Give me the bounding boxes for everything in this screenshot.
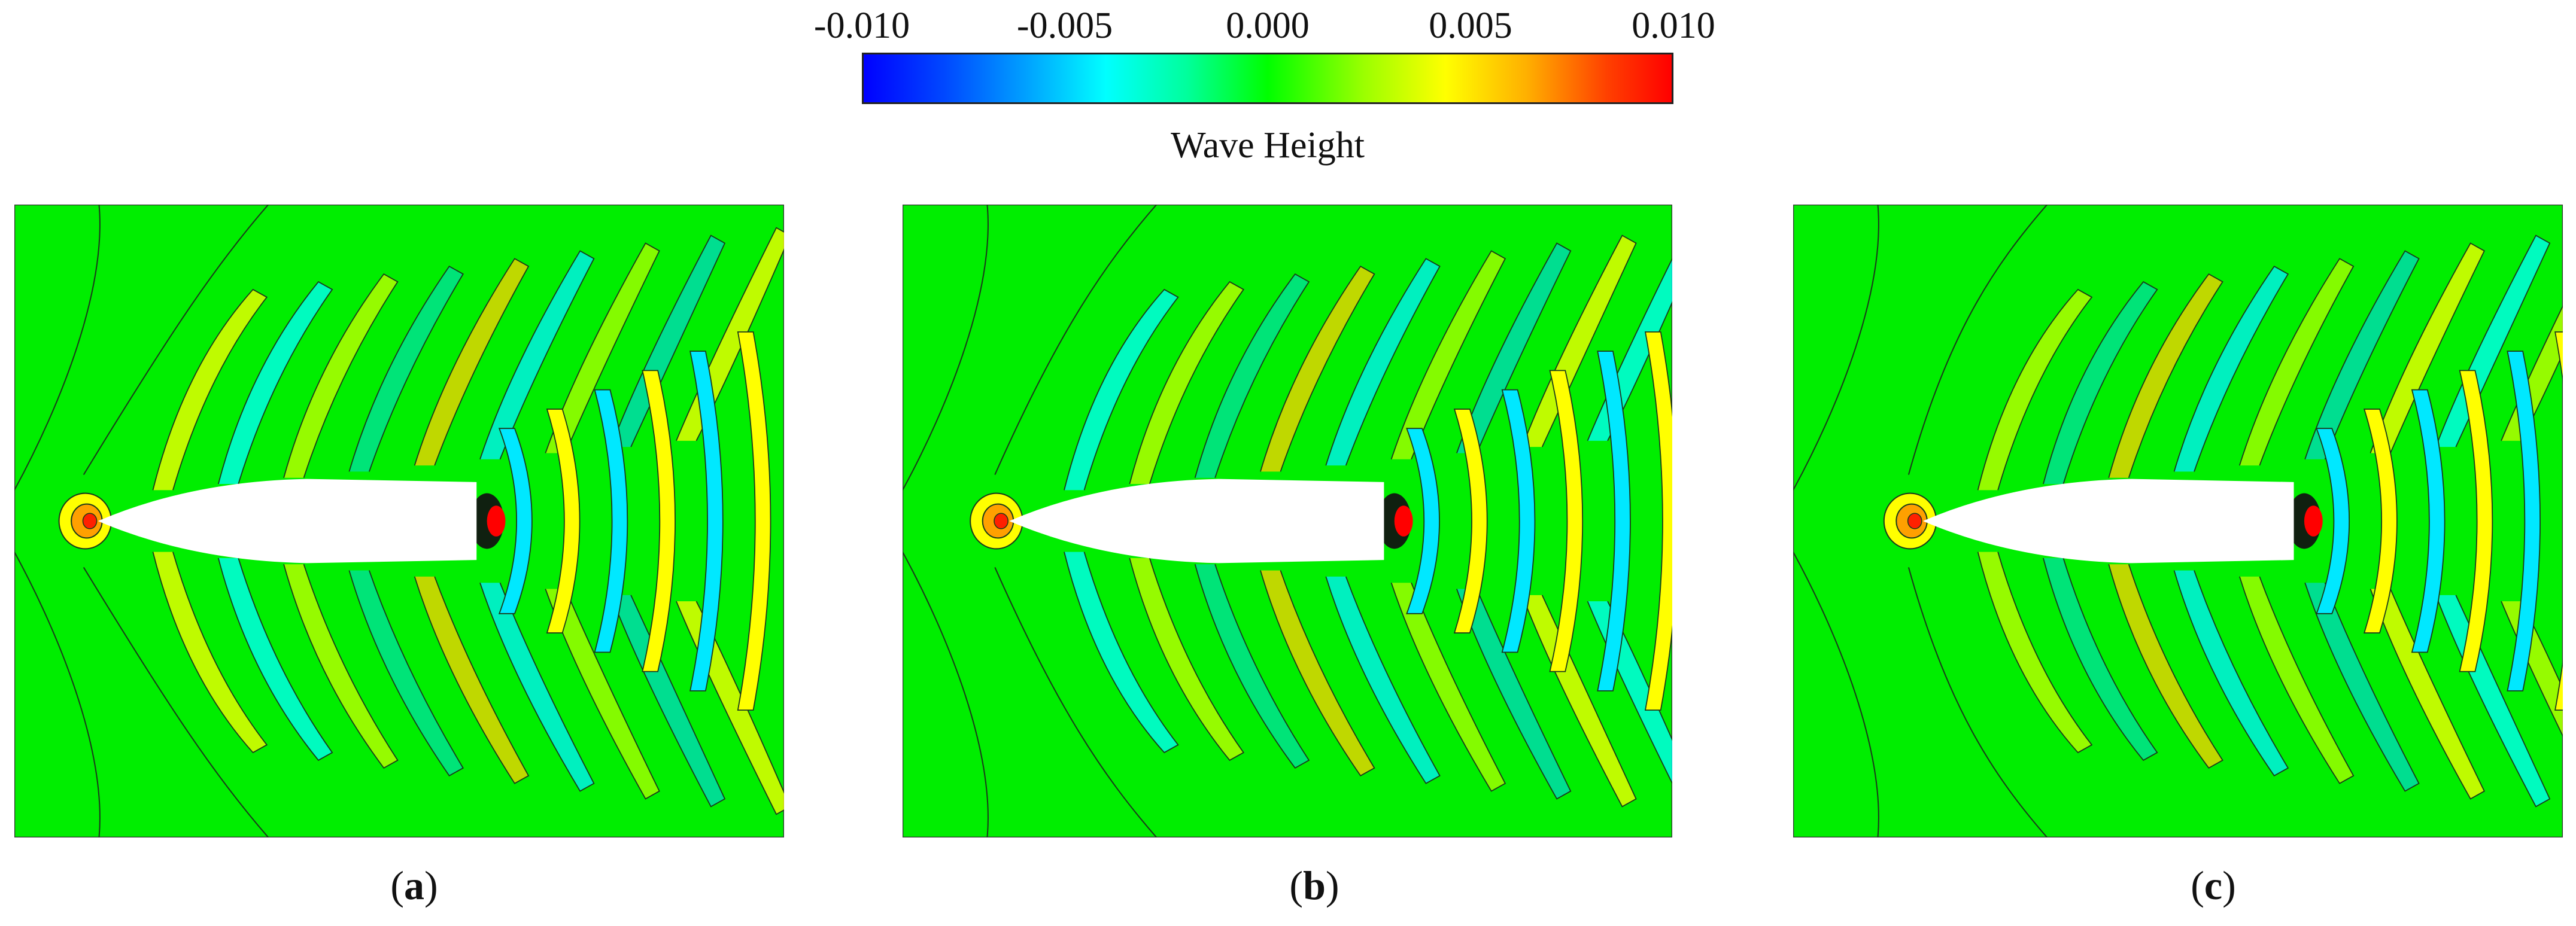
- divergent-wave-band: [2304, 250, 2420, 460]
- transverse-wave-band: [546, 409, 581, 633]
- wave-contour-plot: [14, 205, 784, 837]
- wave-contour-plot: [1793, 205, 2563, 837]
- transverse-wave-band: [737, 331, 771, 711]
- divergent-wave-band: [1390, 582, 1506, 792]
- transverse-wave-band: [2507, 351, 2541, 692]
- transverse-wave-band: [1644, 331, 1672, 711]
- divergent-wave-band: [1325, 576, 1441, 784]
- colorbar-gradient: [862, 53, 1673, 104]
- contour-line: [1907, 567, 2048, 837]
- contour-line: [83, 566, 269, 837]
- transverse-wave-band: [594, 389, 628, 653]
- divergent-wave-band: [2173, 266, 2289, 472]
- contour-line: [1907, 205, 2048, 475]
- ship-hull: [98, 479, 477, 563]
- colorbar-tick-label: -0.005: [1016, 5, 1113, 46]
- contour-line: [994, 205, 1158, 476]
- colorbar-tick-label: -0.010: [813, 5, 910, 46]
- transverse-wave-band: [642, 370, 676, 672]
- stern-crest: [2304, 505, 2323, 537]
- divergent-wave-band: [1977, 288, 2093, 491]
- transverse-wave-band: [1501, 389, 1536, 653]
- colorbar-tick-label: 0.005: [1429, 5, 1512, 46]
- divergent-wave-band: [348, 570, 464, 776]
- divergent-wave-band: [2043, 558, 2158, 761]
- contour-panel-a: [14, 205, 784, 837]
- transverse-wave-band: [2316, 428, 2350, 614]
- divergent-wave-band: [1194, 563, 1310, 769]
- bow-contour-ring: [994, 513, 1008, 529]
- transverse-wave-band: [498, 428, 533, 614]
- divergent-wave-band: [152, 552, 268, 754]
- stern-crest: [487, 505, 506, 537]
- transverse-wave-band: [1406, 428, 1440, 614]
- transverse-wave-band: [2459, 370, 2493, 672]
- colorbar-tick-label: 0.010: [1632, 5, 1715, 46]
- contour-line: [14, 205, 101, 491]
- divergent-wave-band: [545, 589, 660, 800]
- contour-line: [903, 552, 989, 837]
- divergent-wave-band: [348, 266, 464, 472]
- divergent-wave-band: [545, 242, 660, 453]
- divergent-wave-band: [1064, 288, 1179, 491]
- colorbar-legend: -0.010 -0.005 0.000 0.005 0.010 Wave Hei…: [718, 0, 1796, 179]
- contour-line: [903, 205, 989, 491]
- divergent-wave-band: [283, 273, 399, 479]
- divergent-wave-band: [414, 258, 530, 466]
- ship-hull: [1922, 479, 2294, 563]
- contour-line: [14, 552, 101, 837]
- divergent-wave-band: [1194, 273, 1310, 479]
- divergent-wave-band: [283, 563, 399, 769]
- divergent-wave-band: [1456, 589, 1572, 800]
- divergent-wave-band: [1390, 250, 1506, 460]
- divergent-wave-band: [479, 250, 595, 460]
- divergent-wave-band: [217, 558, 333, 761]
- colorbar-tick-label: 0.000: [1226, 5, 1310, 46]
- divergent-wave-band: [2108, 273, 2223, 479]
- divergent-wave-band: [2043, 281, 2158, 485]
- contour-line: [83, 205, 269, 476]
- contour-line: [1793, 205, 1879, 491]
- divergent-wave-band: [2304, 582, 2420, 792]
- contour-line: [1793, 552, 1879, 837]
- panel-label-c: (c): [2191, 863, 2236, 908]
- stern-crest: [1394, 505, 1413, 537]
- divergent-wave-band: [1260, 266, 1375, 472]
- colorbar-title: Wave Height: [1171, 125, 1365, 166]
- divergent-wave-band: [2239, 258, 2355, 466]
- divergent-wave-band: [1325, 258, 1441, 466]
- divergent-wave-band: [217, 281, 333, 485]
- panel-label-a: (a): [390, 863, 438, 908]
- transverse-wave-band: [1549, 370, 1584, 672]
- transverse-wave-band: [2363, 409, 2398, 633]
- bow-contour-ring: [82, 513, 98, 529]
- divergent-wave-band: [2108, 563, 2223, 769]
- divergent-wave-band: [1260, 570, 1375, 776]
- divergent-wave-band: [152, 288, 268, 491]
- panel-label-b: (b): [1289, 863, 1339, 908]
- divergent-wave-band: [1977, 552, 2093, 754]
- ship-hull: [1009, 479, 1384, 563]
- divergent-wave-band: [414, 576, 530, 784]
- divergent-wave-band: [2173, 570, 2289, 776]
- divergent-wave-band: [2239, 576, 2355, 784]
- divergent-wave-band: [1129, 558, 1245, 761]
- divergent-wave-band: [1129, 281, 1245, 485]
- transverse-wave-band: [2554, 331, 2563, 711]
- bow-contour-ring: [1907, 513, 1922, 529]
- contour-panel-c: [1793, 205, 2563, 837]
- contour-panel-b: [903, 205, 1672, 837]
- transverse-wave-band: [689, 351, 724, 692]
- divergent-wave-band: [1456, 242, 1572, 453]
- contour-line: [994, 566, 1158, 837]
- transverse-wave-band: [2411, 389, 2446, 653]
- divergent-wave-band: [1064, 552, 1179, 754]
- wave-contour-plot: [903, 205, 1672, 837]
- transverse-wave-band: [1453, 409, 1488, 633]
- transverse-wave-band: [1597, 351, 1631, 692]
- divergent-wave-band: [479, 582, 595, 792]
